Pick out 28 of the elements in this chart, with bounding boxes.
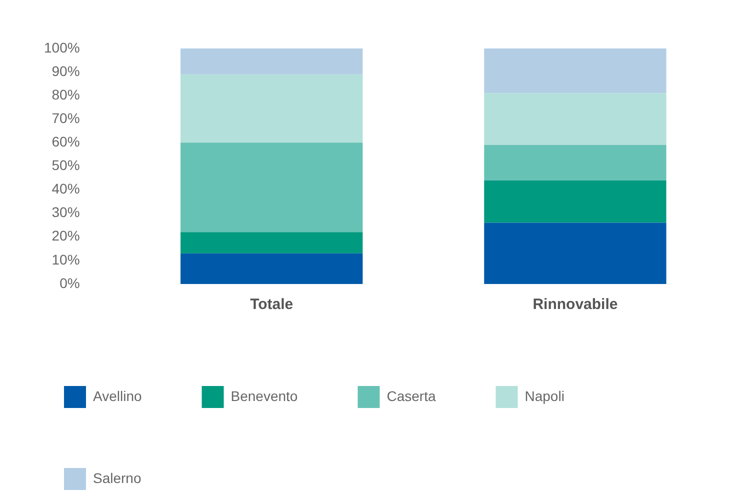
y-tick-label: 10% bbox=[52, 251, 80, 268]
bar bbox=[180, 232, 363, 254]
legend-label: Avellino bbox=[93, 388, 142, 404]
x-tick-label: Totale bbox=[250, 296, 294, 314]
bar bbox=[484, 48, 666, 94]
bar bbox=[484, 222, 666, 284]
bar bbox=[180, 253, 363, 284]
y-tick-label: 20% bbox=[52, 228, 80, 244]
y-tick-label: 80% bbox=[52, 86, 80, 102]
y-tick-label: 40% bbox=[52, 180, 80, 197]
bar bbox=[484, 93, 666, 145]
y-tick-label: 70% bbox=[52, 110, 80, 126]
legend-label: Napoli bbox=[524, 388, 564, 404]
y-tick-label: 30% bbox=[52, 204, 80, 220]
legend-label: Benevento bbox=[230, 388, 298, 404]
legend-label: Caserta bbox=[386, 388, 436, 404]
bar bbox=[180, 142, 363, 232]
x-tick-label: Rinnovabile bbox=[532, 296, 618, 314]
y-tick-label: 100% bbox=[44, 39, 80, 56]
bar bbox=[180, 48, 363, 74]
bar bbox=[484, 144, 666, 180]
legend-label: Salerno bbox=[93, 470, 142, 486]
y-tick-label: 60% bbox=[52, 134, 80, 150]
bar bbox=[484, 180, 666, 223]
y-tick-label: 50% bbox=[52, 157, 80, 174]
y-tick-label: 90% bbox=[52, 62, 80, 79]
y-tick-label: 0% bbox=[60, 274, 80, 291]
bar bbox=[180, 74, 363, 143]
